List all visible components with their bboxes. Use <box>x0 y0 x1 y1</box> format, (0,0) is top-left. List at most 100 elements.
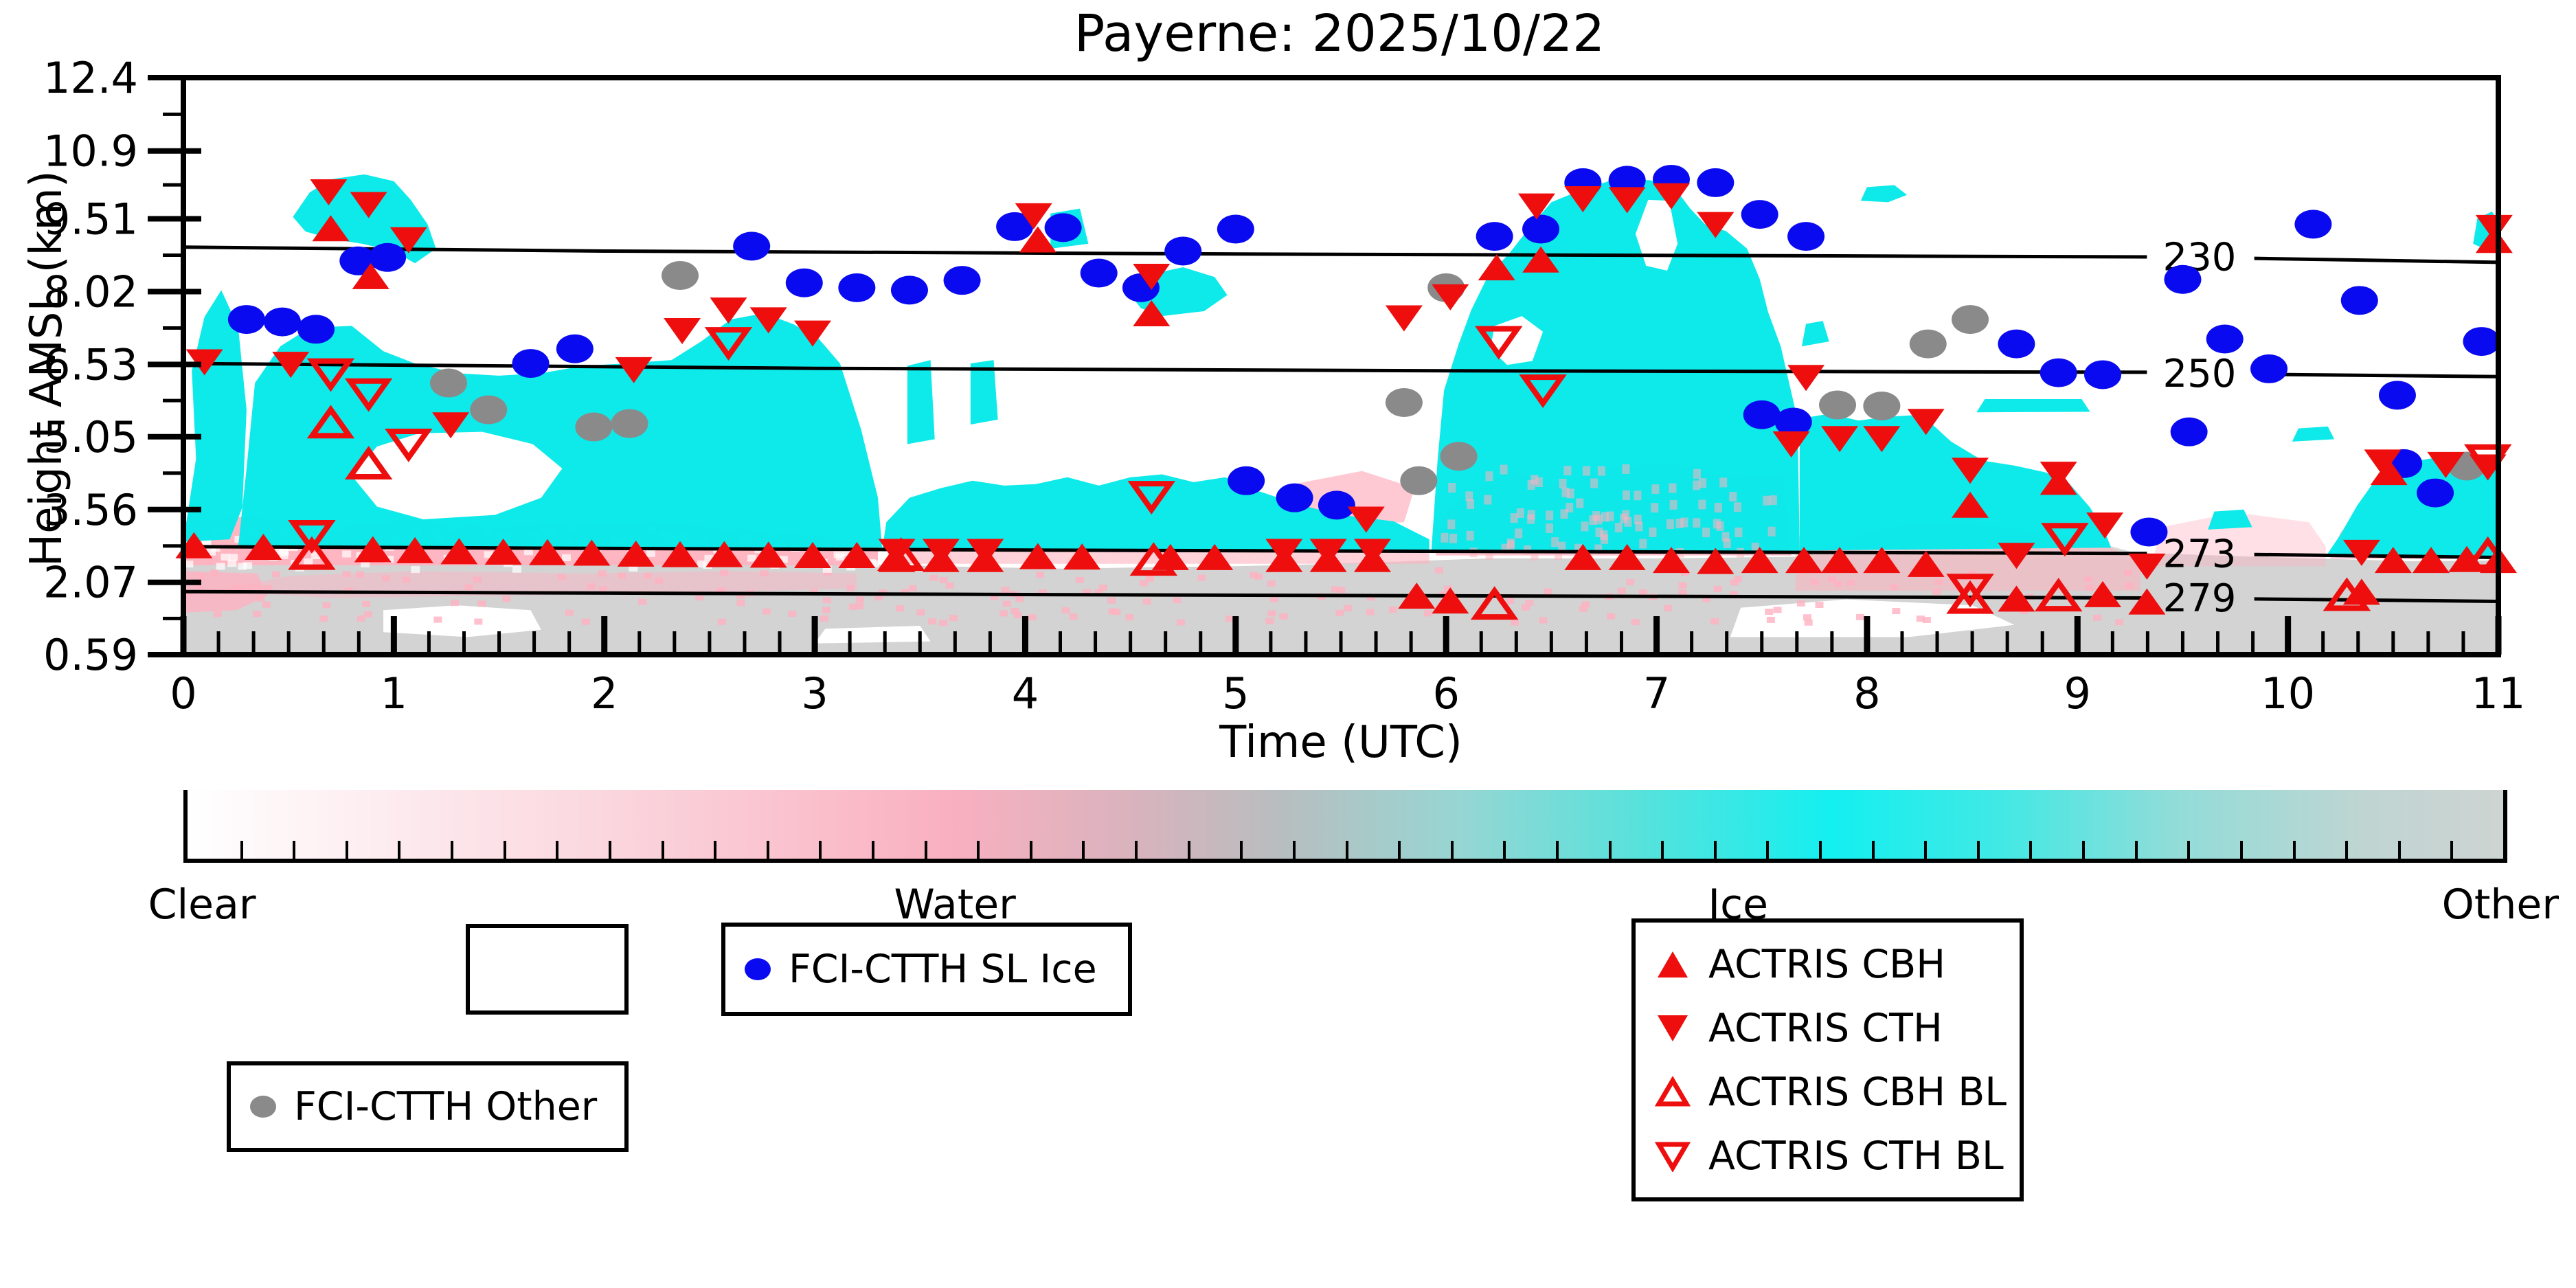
colorbar-tick <box>1029 841 1032 859</box>
x-tick-label: 5 <box>1222 668 1249 719</box>
x-tick-label: 9 <box>2064 668 2091 719</box>
legend-box-fci-other: FCI-CTTH Other <box>227 1061 629 1152</box>
colorbar-tick <box>556 841 559 859</box>
colorbar-tick <box>661 841 664 859</box>
fci-sl-ice-marker-icon <box>745 958 771 980</box>
colorbar-tick <box>1503 841 1506 859</box>
colorbar-tick <box>1976 841 1980 859</box>
colorbar-tick <box>398 841 401 859</box>
fci-other-label: FCI-CTTH Other <box>294 1084 598 1129</box>
colorbar-tick <box>2082 841 2086 859</box>
colorbar-tick <box>977 841 980 859</box>
colorbar-tick <box>1661 841 1664 859</box>
actris-cth-bl-label: ACTRIS CTH BL <box>1708 1133 2004 1179</box>
colorbar-tick <box>1608 841 1612 859</box>
axis-ticks: 0 1 2 3 4 5 6 7 8 9 10 11 12.4 10.9 9.51 8.02 6.53 5.05 3.… <box>43 53 2526 719</box>
colorbar-tick <box>924 841 927 859</box>
series-actris-cth-bl <box>288 326 2512 608</box>
y-tick-label: 2.07 <box>43 558 138 608</box>
colorbar-tick <box>1819 841 1822 859</box>
y-tick-label: 3.56 <box>43 485 138 535</box>
x-tick-label: 2 <box>591 668 618 719</box>
actris-cbh-bl-label: ACTRIS CBH BL <box>1708 1069 2007 1115</box>
colorbar-tick <box>2187 841 2191 859</box>
colorbar-tick <box>1924 841 1928 859</box>
x-tick-label: 10 <box>2261 668 2315 719</box>
x-axis-label: Time (UTC) <box>1219 717 1462 768</box>
colorbar-tick <box>1240 841 1243 859</box>
colorbar-tick <box>2345 841 2349 859</box>
colorbar-tick <box>2292 841 2296 859</box>
triangle-up-open-icon <box>1655 1076 1691 1106</box>
colorbar-tick <box>1450 841 1454 859</box>
actris-cth-label: ACTRIS CTH <box>1708 1005 1943 1051</box>
isotherm-label-279: 279 <box>2163 576 2237 621</box>
series-actris-cth <box>185 179 2513 580</box>
colorbar-tick <box>2503 841 2506 859</box>
colorbar-tick <box>766 841 769 859</box>
legend-box-fci-sl-ice: FCI-CTTH SL Ice <box>721 923 1132 1016</box>
colorbar-tick <box>1135 841 1138 859</box>
legend-row-actris-cth-bl: ACTRIS CTH BL <box>1636 1133 2020 1179</box>
legend-box-empty <box>466 924 629 1015</box>
colorbar-label-clear: Clear <box>148 881 256 929</box>
colorbar-tick <box>608 841 611 859</box>
colorbar-tick <box>1713 841 1717 859</box>
colorbar-label-water: Water <box>894 881 1016 929</box>
colorbar-tick <box>2397 841 2401 859</box>
colorbar-tick <box>1766 841 1770 859</box>
y-tick-label: 5.05 <box>43 412 138 462</box>
isotherm-label-250: 250 <box>2163 352 2237 396</box>
colorbar-tick <box>1187 841 1190 859</box>
legend-row-actris-cbh: ACTRIS CBH <box>1636 942 2020 987</box>
colorbar-tick <box>714 841 717 859</box>
colorbar-tick <box>1555 841 1559 859</box>
fci-sl-ice-label: FCI-CTTH SL Ice <box>789 947 1097 992</box>
x-tick-label: 6 <box>1432 668 1459 719</box>
x-tick-label: 8 <box>1853 668 1880 719</box>
triangle-down-filled-icon <box>1658 1015 1688 1041</box>
legend-row-actris-cbh-bl: ACTRIS CBH BL <box>1636 1070 2020 1115</box>
y-tick-label: 9.51 <box>43 194 138 245</box>
y-tick-label: 10.9 <box>43 126 138 177</box>
series-fci-ctth-sl-ice <box>227 164 2500 547</box>
colorbar-tick <box>345 841 348 859</box>
triangle-down-open-icon <box>1655 1142 1691 1172</box>
x-tick-label: 3 <box>801 668 828 719</box>
colorbar-tick <box>1871 841 1875 859</box>
classification-colorbar <box>183 790 2507 863</box>
colorbar-tick <box>1398 841 1401 859</box>
colorbar-tick <box>2029 841 2033 859</box>
classification-field <box>183 174 2498 655</box>
colorbar-tick <box>1082 841 1085 859</box>
fci-other-marker-icon <box>250 1096 276 1118</box>
colorbar-tick <box>2134 841 2138 859</box>
x-tick-label: 7 <box>1643 668 1670 719</box>
y-tick-label: 12.4 <box>43 53 138 103</box>
colorbar-tick <box>2239 841 2243 859</box>
actris-cbh-label: ACTRIS CBH <box>1708 941 1946 987</box>
colorbar-tick <box>293 841 296 859</box>
colorbar-tick <box>1292 841 1296 859</box>
y-tick-label: 8.02 <box>43 267 138 317</box>
x-tick-label: 1 <box>381 668 407 719</box>
y-tick-label: 6.53 <box>43 340 138 390</box>
colorbar-tick <box>819 841 822 859</box>
colorbar-tick <box>1345 841 1348 859</box>
x-tick-label: 11 <box>2472 668 2526 719</box>
colorbar-tick <box>451 841 454 859</box>
legend-row-actris-cth: ACTRIS CTH <box>1636 1006 2020 1051</box>
colorbar-tick <box>871 841 874 859</box>
colorbar-tick <box>240 841 243 859</box>
colorbar-tick <box>503 841 506 859</box>
x-tick-label: 0 <box>170 668 196 719</box>
page-title: Payerne: 2025/10/22 <box>1074 4 1605 63</box>
y-tick-label: 0.59 <box>43 630 138 680</box>
x-tick-label: 4 <box>1012 668 1039 719</box>
colorbar-label-other: Other <box>2441 881 2560 929</box>
series-actris-cbh-bl <box>288 405 2512 620</box>
colorbar-tick <box>2450 841 2454 859</box>
legend-box-actris: ACTRIS CBH ACTRIS CTH ACTRIS CBH BL ACTR… <box>1631 918 2024 1201</box>
